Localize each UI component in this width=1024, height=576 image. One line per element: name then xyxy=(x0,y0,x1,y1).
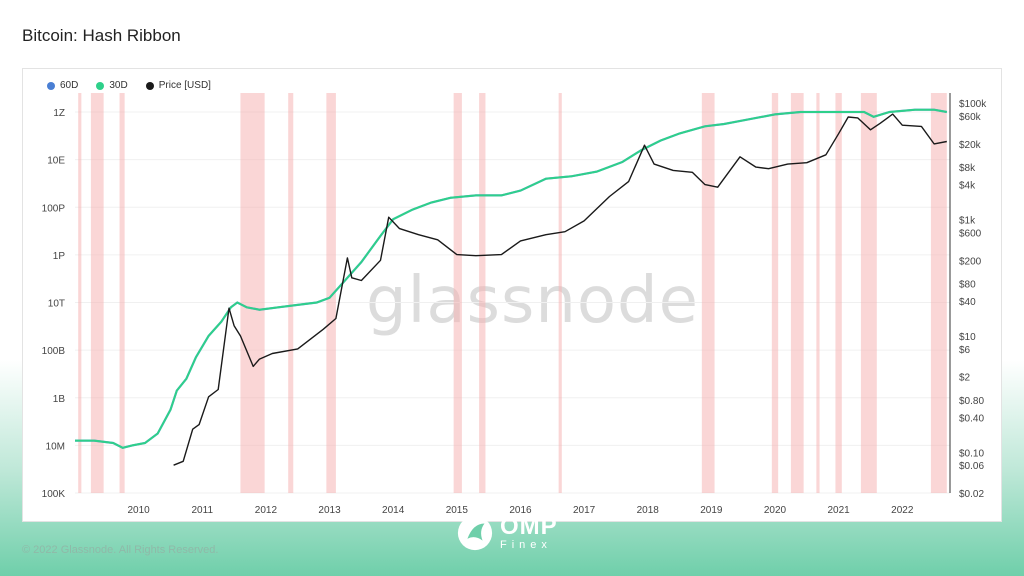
y-right-tick-label: $0.80 xyxy=(959,396,984,407)
y-left-tick-label: 10M xyxy=(46,441,65,452)
page-title: Bitcoin: Hash Ribbon xyxy=(22,26,181,45)
legend-item-30d[interactable]: 30D xyxy=(96,80,128,91)
legend-label-price: Price [USD] xyxy=(158,80,211,91)
legend-label-30d: 30D xyxy=(109,80,128,91)
y-right-tick-label: $8k xyxy=(959,163,976,174)
y-right-tick-label: $0.40 xyxy=(959,413,984,424)
legend-dot-price xyxy=(145,81,154,90)
capitulation-band xyxy=(240,93,265,493)
y-right-tick-label: $10 xyxy=(959,332,976,343)
capitulation-band xyxy=(558,93,562,493)
capitulation-band xyxy=(835,93,842,493)
y-right-tick-label: $40 xyxy=(959,297,976,308)
capitulation-band xyxy=(790,93,804,493)
x-tick-label: 2015 xyxy=(446,505,469,516)
legend: 60D 30D Price [USD] xyxy=(47,80,211,91)
legend-item-60d[interactable]: 60D xyxy=(47,80,78,91)
legend-dot-30d xyxy=(96,81,105,90)
y-left-tick-label: 100B xyxy=(42,346,66,357)
x-tick-label: 2010 xyxy=(128,505,151,516)
series-line-30d xyxy=(75,108,947,449)
brand-sub: Finex xyxy=(500,538,552,551)
x-tick-label: 2017 xyxy=(573,505,596,516)
legend-item-price[interactable]: Price [USD] xyxy=(145,80,211,91)
copyright-footer: © 2022 Glassnode. All Rights Reserved. xyxy=(22,544,219,556)
y-left-tick-label: 1Z xyxy=(53,108,65,119)
y-left-tick-label: 100K xyxy=(42,489,66,500)
capitulation-band xyxy=(479,93,486,493)
capitulation-band xyxy=(816,93,820,493)
y-right-tick-label: $6 xyxy=(959,345,971,356)
x-tick-label: 2018 xyxy=(637,505,660,516)
x-tick-label: 2016 xyxy=(509,505,532,516)
y-right-tick-label: $0.06 xyxy=(959,461,984,472)
y-right-tick-label: $60k xyxy=(959,112,982,123)
y-right-tick-label: $0.02 xyxy=(959,489,984,500)
x-tick-label: 2011 xyxy=(192,505,214,516)
y-left-tick-label: 100P xyxy=(42,203,66,214)
brand-name: OMP xyxy=(500,512,558,540)
capitulation-band xyxy=(860,93,877,493)
capitulation-band xyxy=(78,93,82,493)
x-tick-label: 2014 xyxy=(382,505,405,516)
capitulation-band xyxy=(453,93,462,493)
y-right-tick-label: $4k xyxy=(959,181,976,192)
chart-plot: 100K 10M 1B 100B 10T 1P 100P 10E 1Z $100k $60k $20k… xyxy=(42,93,987,516)
legend-label-60d: 60D xyxy=(60,80,79,91)
x-tick-label: 2022 xyxy=(891,505,914,516)
capitulation-band xyxy=(288,93,294,493)
chart-card: 60D 30D Price [USD] glassnode 100K 10M 1B 1… xyxy=(22,68,1002,522)
y-right-tick-label: $0.10 xyxy=(959,448,984,459)
series-line-price xyxy=(173,113,947,466)
y-left-tick-label: 1B xyxy=(53,394,66,405)
brand-mark-icon xyxy=(457,515,493,551)
capitulation-band xyxy=(930,93,947,493)
y-right-tick-label: $80 xyxy=(959,279,976,290)
y-right-tick-label: $600 xyxy=(959,229,982,240)
legend-dot-60d xyxy=(47,81,55,90)
y-right-tick-label: $100k xyxy=(959,99,987,110)
series-line-60d xyxy=(75,108,947,449)
capitulation-band xyxy=(119,93,125,493)
y-right-tick-label: $20k xyxy=(959,140,982,151)
x-tick-label: 2021 xyxy=(828,505,851,516)
x-tick-label: 2013 xyxy=(318,505,341,516)
capitulation-band xyxy=(701,93,715,493)
capitulation-band xyxy=(90,93,104,493)
brand-logo[interactable]: OMP Finex xyxy=(456,514,558,552)
y-right-tick-label: $2 xyxy=(959,373,971,384)
y-right-tick-label: $200 xyxy=(959,256,982,267)
capitulation-band xyxy=(771,93,779,493)
y-left-tick-label: 10E xyxy=(47,156,65,167)
x-tick-label: 2019 xyxy=(700,505,723,516)
y-right-tick-label: $1k xyxy=(959,216,976,227)
capitulation-band xyxy=(326,93,336,493)
y-left-tick-label: 1P xyxy=(53,251,66,262)
x-tick-label: 2012 xyxy=(255,505,278,516)
x-tick-label: 2020 xyxy=(764,505,787,516)
y-left-tick-label: 10T xyxy=(48,299,65,310)
